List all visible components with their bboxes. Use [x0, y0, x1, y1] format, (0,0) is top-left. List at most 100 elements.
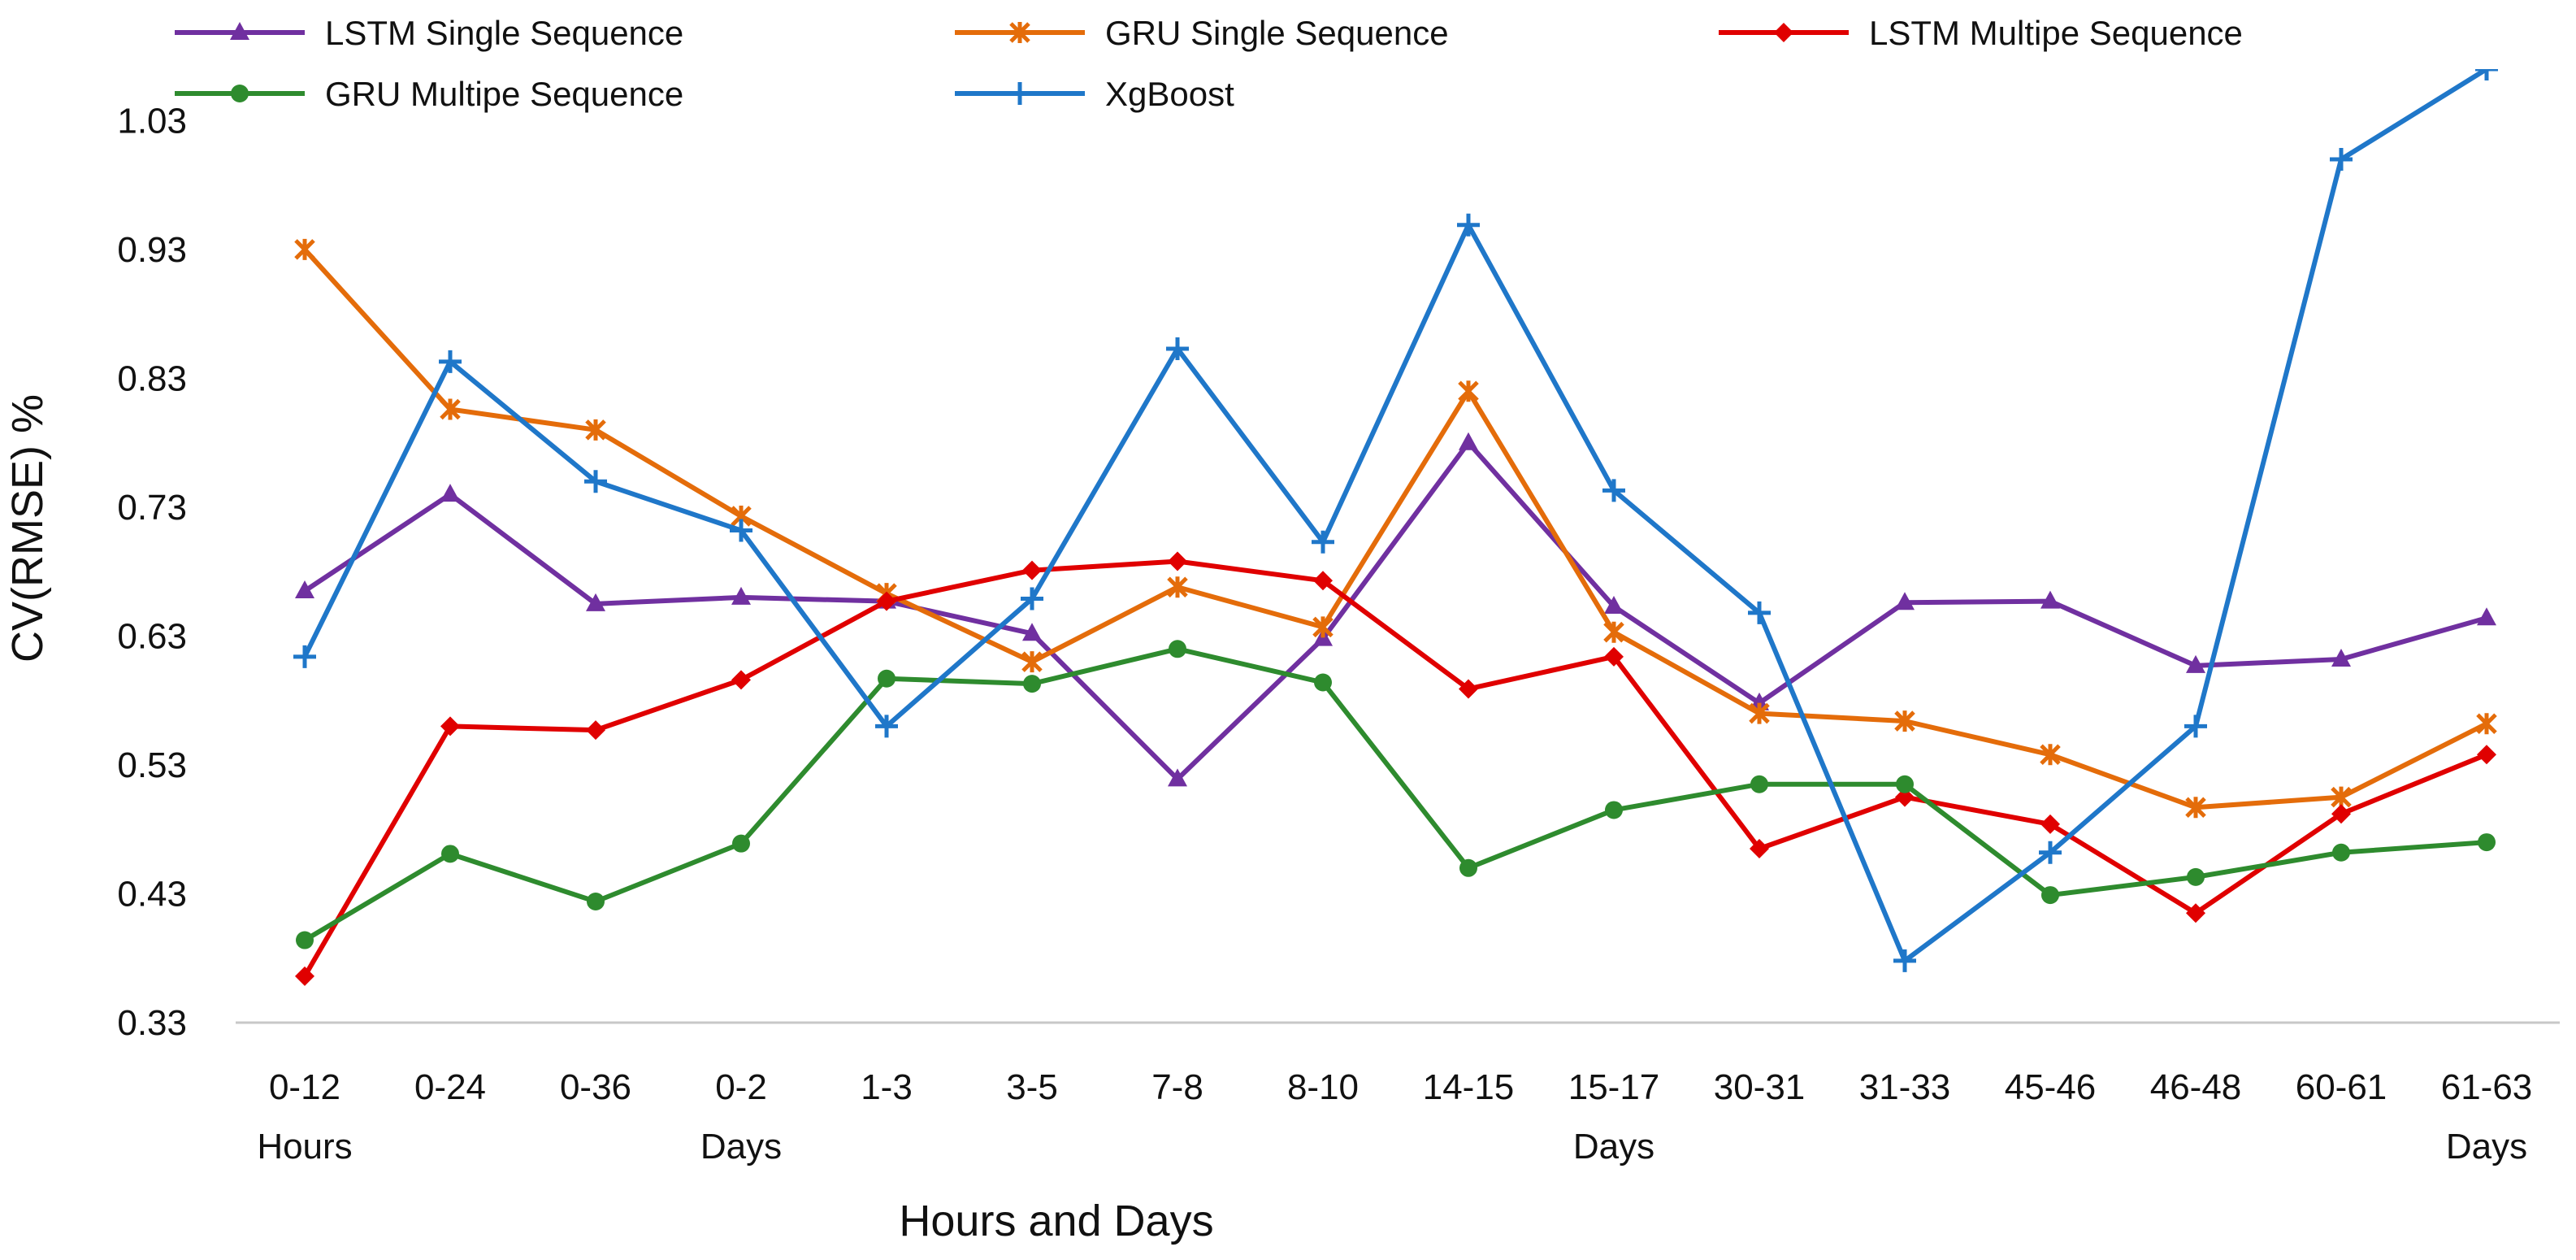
data-point	[440, 398, 461, 420]
x-tick-sublabel: Hours	[257, 1127, 352, 1167]
data-point	[1459, 432, 1478, 450]
plot-area	[293, 69, 2498, 986]
legend-label: GRU Single Sequence	[1105, 14, 1449, 52]
legend-marker	[230, 22, 249, 40]
data-point	[2040, 590, 2060, 609]
data-point	[877, 591, 896, 611]
data-point	[1893, 949, 1916, 972]
data-point	[293, 645, 316, 668]
data-point	[2477, 745, 2496, 765]
data-point	[1895, 592, 1915, 610]
series-gru-single-sequence	[294, 238, 2497, 819]
data-point	[731, 670, 751, 690]
data-point	[1458, 380, 1479, 402]
data-point	[1168, 768, 1187, 787]
legend-marker	[1008, 82, 1031, 105]
legend-item: GRU Multipe Sequence	[175, 75, 683, 113]
y-tick-label: 0.43	[117, 874, 187, 914]
data-point	[1603, 621, 1624, 643]
data-point	[1750, 839, 1769, 859]
y-tick-label: 1.03	[117, 101, 187, 141]
data-point	[1021, 587, 1043, 610]
series-gru-multipe-sequence	[296, 640, 2496, 949]
legend-label: LSTM Multipe Sequence	[1869, 14, 2243, 52]
data-point	[2041, 886, 2059, 905]
data-point	[2040, 814, 2060, 834]
data-point	[1748, 601, 1771, 624]
data-point	[2187, 867, 2205, 886]
data-point	[587, 892, 605, 910]
legend-label: XgBoost	[1105, 75, 1234, 113]
data-point	[2476, 713, 2497, 735]
series-line	[303, 646, 2487, 943]
legend: LSTM Single Sequence GRU Single Sequence L…	[175, 14, 2243, 113]
legend-item: XgBoost	[955, 75, 1234, 113]
data-point	[1894, 710, 1915, 732]
data-point	[2186, 903, 2205, 923]
data-point	[294, 238, 315, 260]
x-tick-label: 15-17	[1568, 1067, 1660, 1107]
x-tick-label: 45-46	[2005, 1067, 2097, 1107]
legend-label: LSTM Single Sequence	[325, 14, 683, 52]
data-point	[732, 834, 750, 853]
x-axis-ticks: 0-12 Hours 0-24 0-36 0-2 Days 1-3 3-5 7-8 8-10 14-…	[257, 1067, 2532, 1167]
x-tick-sublabel: Days	[1573, 1127, 1654, 1167]
series-xgboost	[293, 69, 2498, 972]
y-tick-label: 0.33	[117, 1003, 187, 1043]
series-lstm-multipe-sequence	[295, 551, 2496, 986]
legend-item: LSTM Single Sequence	[175, 14, 683, 52]
data-point	[2185, 797, 2206, 819]
data-point	[1021, 651, 1043, 673]
data-point	[2039, 841, 2062, 864]
data-point	[1604, 596, 1624, 615]
data-point	[584, 470, 607, 493]
x-tick-label: 31-33	[1859, 1067, 1951, 1107]
data-point	[1459, 679, 1478, 699]
data-point	[1605, 801, 1623, 819]
data-point	[1750, 775, 1768, 793]
y-axis-ticks: 0.33 0.43 0.53 0.63 0.73 0.83 0.93 1.03	[117, 101, 187, 1043]
data-point	[875, 715, 898, 738]
data-point	[1168, 551, 1187, 571]
data-point	[2477, 607, 2496, 626]
y-tick-label: 0.53	[117, 745, 187, 785]
data-point	[1167, 576, 1188, 598]
data-point	[1457, 213, 1480, 237]
data-point	[1604, 646, 1624, 667]
data-point	[1895, 787, 1915, 807]
data-point	[2040, 744, 2061, 766]
data-point	[2330, 147, 2353, 171]
x-tick-sublabel: Days	[2446, 1127, 2527, 1167]
x-tick-label: 0-2	[715, 1067, 767, 1107]
data-point	[1313, 571, 1333, 591]
legend-item: GRU Single Sequence	[955, 14, 1449, 52]
data-point	[295, 966, 314, 986]
data-point	[439, 350, 462, 373]
data-point	[440, 484, 460, 502]
legend-marker	[231, 85, 249, 102]
series-line	[302, 247, 2488, 810]
series-line	[302, 558, 2488, 978]
y-axis-title: CV(RMSE) %	[3, 394, 52, 663]
x-tick-label: 3-5	[1006, 1067, 1058, 1107]
x-tick-label: 0-36	[560, 1067, 631, 1107]
x-tick-label: 60-61	[2296, 1067, 2387, 1107]
data-point	[2331, 804, 2351, 824]
x-tick-label: 7-8	[1151, 1067, 1203, 1107]
data-point	[441, 845, 459, 863]
legend-label: GRU Multipe Sequence	[325, 75, 683, 113]
data-point	[440, 716, 460, 736]
data-point	[585, 419, 606, 441]
data-point	[1314, 673, 1332, 692]
x-tick-sublabel: Days	[700, 1127, 782, 1167]
x-tick-label: 14-15	[1423, 1067, 1515, 1107]
data-point	[1166, 337, 1189, 360]
data-point	[2331, 648, 2351, 667]
data-point	[2332, 843, 2350, 862]
data-point	[1896, 775, 1914, 793]
x-tick-label: 8-10	[1287, 1067, 1359, 1107]
x-tick-label: 61-63	[2441, 1067, 2533, 1107]
data-point	[2184, 715, 2207, 738]
x-axis-title: Hours and Days	[899, 1197, 1213, 1245]
